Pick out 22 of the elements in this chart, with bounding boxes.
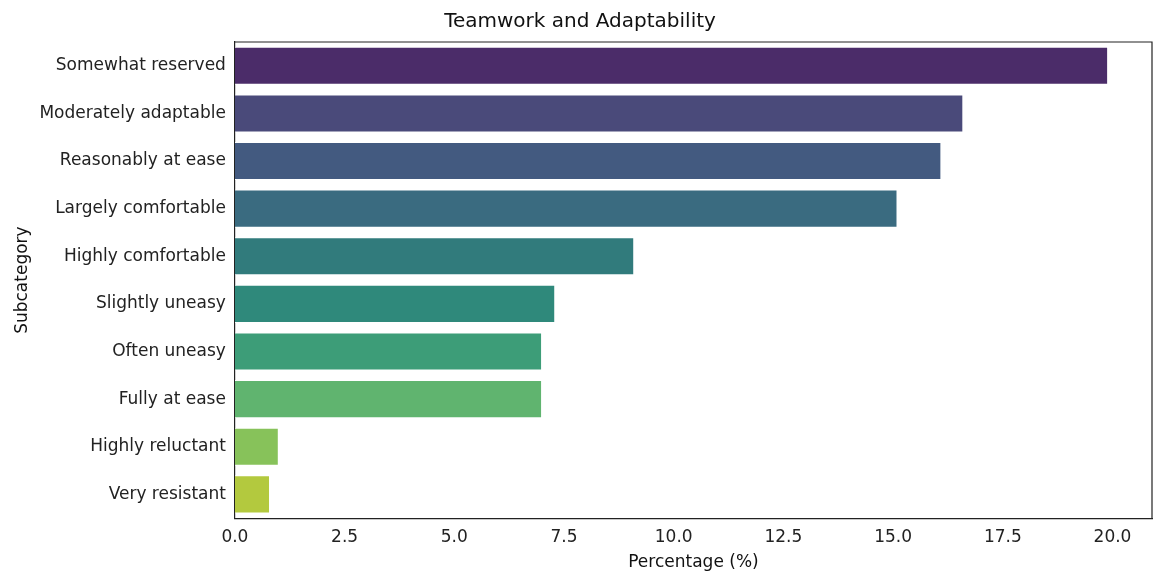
y-tick-label: Somewhat reserved: [55, 54, 226, 75]
x-tick-label: 2.5: [331, 525, 359, 546]
y-tick-label: Often uneasy: [112, 339, 226, 360]
x-tick-label: 17.5: [983, 525, 1022, 546]
chart-title: Teamwork and Adaptability: [443, 8, 717, 33]
y-tick-label: Very resistant: [108, 482, 227, 503]
y-tick-label: Slightly uneasy: [95, 292, 226, 313]
y-tick-label: Moderately adaptable: [39, 101, 226, 122]
x-tick-label: 10.0: [654, 525, 693, 546]
y-tick-label: Highly reluctant: [90, 435, 227, 456]
y-tick-label: Fully at ease: [118, 387, 226, 408]
y-tick-label: Highly comfortable: [63, 244, 226, 265]
x-tick-label: 5.0: [440, 525, 468, 546]
x-tick-label: 7.5: [550, 525, 578, 546]
y-tick-label: Largely comfortable: [55, 197, 226, 218]
x-tick-label: 0.0: [221, 525, 249, 546]
x-axis-title: Percentage (%): [628, 551, 759, 572]
y-axis-title: Subcategory: [10, 226, 31, 334]
y-tick-label: Reasonably at ease: [59, 149, 226, 170]
x-tick-label: 12.5: [764, 525, 803, 546]
x-tick-label: 20.0: [1093, 525, 1132, 546]
x-tick-label: 15.0: [874, 525, 913, 546]
